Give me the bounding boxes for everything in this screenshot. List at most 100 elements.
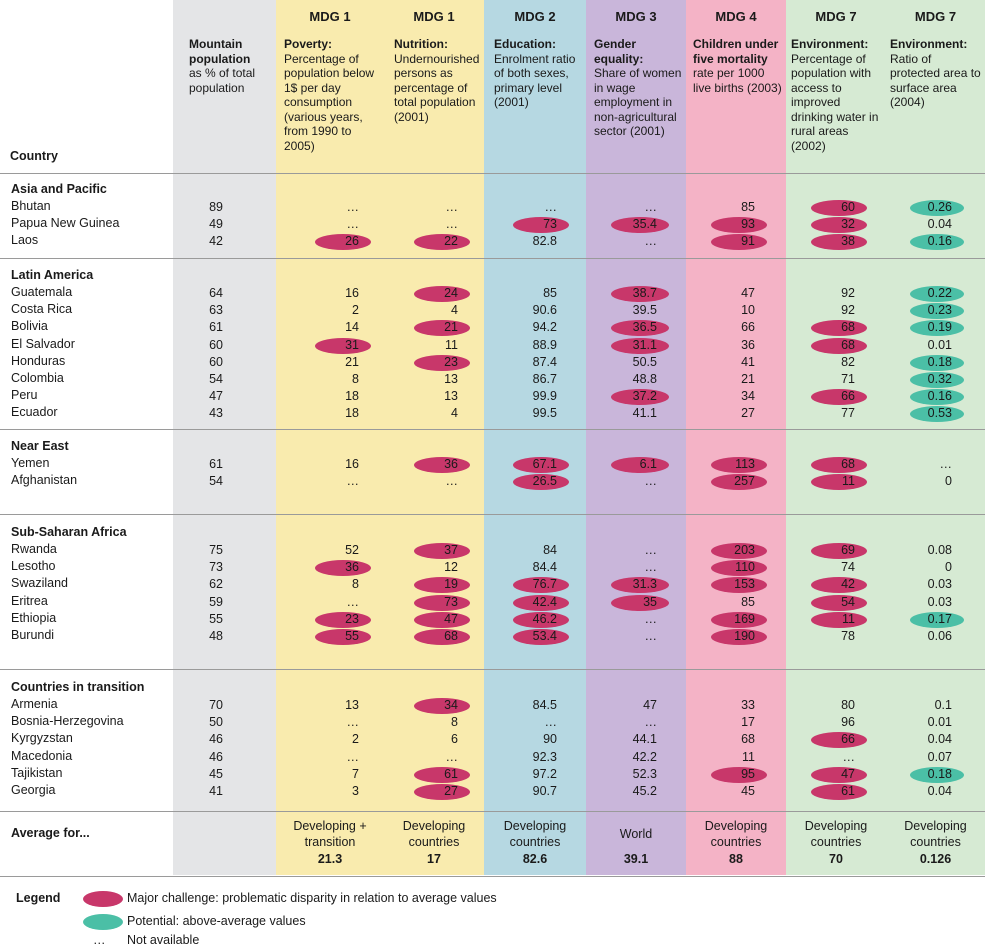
separator-line xyxy=(0,173,985,174)
table-cell: 12 xyxy=(444,560,458,575)
table-cell: 0.22 xyxy=(927,286,952,300)
table-cell: 90.6 xyxy=(532,303,557,318)
table-cell: 0.19 xyxy=(927,320,952,335)
column-bg-water xyxy=(786,0,886,875)
separator-line xyxy=(0,514,985,515)
major-challenge-marker xyxy=(513,577,569,594)
table-cell: 37.2 xyxy=(632,389,657,404)
major-challenge-marker xyxy=(414,611,470,628)
table-cell: 66 xyxy=(841,732,855,747)
table-cell: 42.2 xyxy=(632,749,657,764)
legend-major-swatch xyxy=(83,891,123,907)
table-cell: 37 xyxy=(444,543,458,557)
country-name: Kyrgyzstan xyxy=(11,731,73,746)
table-cell: 66 xyxy=(741,320,755,335)
table-cell: 43 xyxy=(209,406,223,421)
table-cell: 0 xyxy=(945,560,952,575)
table-cell: 36.5 xyxy=(632,320,657,335)
country-name: Eritrea xyxy=(11,593,48,608)
major-challenge-marker xyxy=(315,234,371,251)
table-cell: 33 xyxy=(741,698,755,712)
table-cell: 0.18 xyxy=(927,766,952,781)
table-cell: 76.7 xyxy=(532,577,557,592)
table-cell: 80 xyxy=(841,698,855,712)
average-label: Developing countries xyxy=(904,819,967,849)
major-challenge-marker xyxy=(315,560,371,577)
header-title-nutrition: Nutrition: xyxy=(394,37,448,51)
header-title-gender: Gender equality: xyxy=(594,37,644,66)
table-cell: … xyxy=(842,749,856,764)
average-value: 17 xyxy=(427,852,441,866)
table-cell: 88.9 xyxy=(532,337,557,352)
table-cell: 47 xyxy=(643,698,657,712)
table-cell: 78 xyxy=(841,629,855,643)
table-cell: 68 xyxy=(841,337,855,352)
table-cell: 68 xyxy=(841,457,855,471)
major-challenge-marker xyxy=(513,457,569,473)
table-cell: 38.7 xyxy=(632,286,657,300)
table-cell: … xyxy=(445,474,459,489)
table-cell: 13 xyxy=(444,389,458,404)
major-challenge-marker xyxy=(811,457,867,473)
table-cell: 70 xyxy=(209,698,223,712)
table-cell: 7 xyxy=(352,766,359,781)
table-cell: 82 xyxy=(841,354,855,369)
major-challenge-marker xyxy=(811,200,867,216)
table-cell: 96 xyxy=(841,715,855,730)
table-cell: 82.8 xyxy=(532,234,557,249)
table-cell: 73 xyxy=(543,217,557,232)
table-cell: 53.4 xyxy=(532,629,557,643)
table-cell: 59 xyxy=(209,594,223,609)
table-cell: … xyxy=(644,611,658,626)
country-name: Bhutan xyxy=(11,199,51,213)
major-challenge-marker xyxy=(711,629,767,645)
major-challenge-marker xyxy=(513,611,569,628)
table-cell: … xyxy=(644,715,658,730)
table-cell: 92 xyxy=(841,286,855,300)
average-value: 39.1 xyxy=(623,852,649,866)
potential-marker xyxy=(910,372,964,388)
table-cell: 42 xyxy=(841,577,855,592)
country-name: Rwanda xyxy=(11,542,57,556)
region-label: Sub-Saharan Africa xyxy=(11,525,127,539)
major-challenge-marker xyxy=(414,543,470,559)
table-cell: 23 xyxy=(444,354,458,369)
table-cell: 31.3 xyxy=(632,577,657,592)
country-name: Swaziland xyxy=(11,576,68,591)
header-desc-protected: Ratio of protected area to surface area … xyxy=(890,51,981,110)
table-cell: 36 xyxy=(444,457,458,471)
table-cell: 3 xyxy=(352,784,359,798)
table-cell: … xyxy=(544,200,558,214)
table-cell: 11 xyxy=(445,337,458,352)
table-cell: 45 xyxy=(741,784,755,798)
region-label: Latin America xyxy=(11,268,94,282)
country-name: Lesotho xyxy=(11,559,56,574)
table-cell: … xyxy=(644,474,658,489)
average-value: 88 xyxy=(729,852,743,866)
table-cell: 18 xyxy=(345,389,359,404)
table-cell: 203 xyxy=(734,543,755,557)
table-cell: 45 xyxy=(209,766,223,781)
table-cell: 75 xyxy=(209,543,223,557)
major-challenge-marker xyxy=(315,611,371,628)
separator-line xyxy=(0,876,985,877)
table-cell: 55 xyxy=(209,611,223,626)
potential-marker xyxy=(910,354,964,371)
major-challenge-marker xyxy=(811,543,867,559)
legend-title: Legend xyxy=(16,891,61,905)
header-desc-water: Percentage of population with access to … xyxy=(791,51,879,153)
table-cell: 52 xyxy=(345,543,359,557)
table-cell: 16 xyxy=(345,457,359,471)
table-cell: … xyxy=(644,543,658,557)
major-challenge-marker xyxy=(513,217,569,234)
average-value: 0.126 xyxy=(919,852,952,866)
major-challenge-marker xyxy=(811,217,867,234)
region-label: Near East xyxy=(11,439,69,453)
major-challenge-marker xyxy=(711,457,767,473)
country-name: Papua New Guinea xyxy=(11,216,120,231)
major-challenge-marker xyxy=(611,457,669,473)
table-cell: 21 xyxy=(345,354,359,369)
table-cell: 61 xyxy=(209,320,223,335)
table-cell: 52.3 xyxy=(632,766,657,781)
table-cell: 45.2 xyxy=(632,784,657,798)
